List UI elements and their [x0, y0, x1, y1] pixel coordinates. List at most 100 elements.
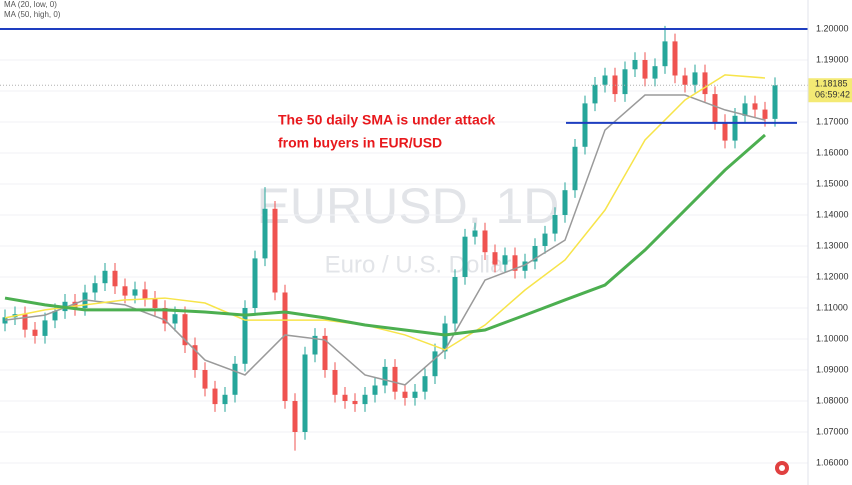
candle-body: [602, 75, 608, 85]
candle-body: [352, 400, 358, 405]
candle-body: [482, 230, 488, 253]
candle-body: [522, 261, 528, 271]
candle-body: [152, 298, 158, 308]
candle-body: [242, 307, 248, 364]
candle-body: [222, 394, 228, 405]
y-tick-label: 1.09000: [816, 364, 849, 374]
y-tick-label: 1.12000: [816, 271, 849, 281]
candle-body: [542, 233, 548, 246]
candle-body: [162, 307, 168, 324]
candle-body: [442, 323, 448, 352]
candle-body: [192, 345, 198, 370]
candle-body: [312, 335, 318, 355]
candle-body: [462, 236, 468, 277]
y-tick-label: 1.10000: [816, 333, 849, 343]
candle-body: [332, 369, 338, 395]
candle-body: [402, 391, 408, 398]
candle-body: [122, 286, 128, 296]
candle-body: [72, 301, 78, 308]
candle-body: [632, 59, 638, 70]
candle-body: [32, 329, 38, 336]
candle-body: [742, 103, 748, 116]
candle-body: [132, 289, 138, 296]
description-watermark: Euro / U.S. Dollar: [325, 251, 512, 278]
y-tick-label: 1.17000: [816, 116, 849, 126]
y-tick-label: 1.20000: [816, 23, 849, 33]
candle-body: [682, 75, 688, 85]
y-tick-label: 1.07000: [816, 426, 849, 436]
candle-body: [52, 311, 58, 321]
candle-body: [422, 376, 428, 392]
countdown: 06:59:42: [815, 90, 850, 100]
candle-body: [272, 208, 278, 293]
candle-body: [282, 292, 288, 401]
candle-body: [182, 314, 188, 346]
candle-body: [732, 115, 738, 141]
candle-body: [592, 84, 598, 104]
candle-body: [22, 314, 28, 330]
candle-body: [582, 103, 588, 147]
candle-body: [172, 314, 178, 324]
candle-body: [722, 121, 728, 141]
candle-body: [112, 270, 118, 287]
candle-body: [532, 245, 538, 262]
candle-body: [392, 366, 398, 392]
candle-body: [252, 258, 258, 308]
candle-body: [772, 85, 778, 119]
candle-body: [472, 230, 478, 237]
y-tick-label: 1.06000: [816, 457, 849, 467]
grid: [0, 28, 808, 464]
candle-body: [502, 255, 508, 265]
candle-body: [552, 214, 558, 234]
candle-body: [212, 388, 218, 405]
candle-body: [142, 289, 148, 299]
candle-body: [642, 59, 648, 79]
price-tag: [808, 78, 852, 103]
y-tick-label: 1.13000: [816, 240, 849, 250]
candle-body: [302, 354, 308, 432]
logo: [775, 461, 789, 475]
candle-body: [322, 335, 328, 370]
annotation: The 50 daily SMA is under attack: [278, 112, 496, 128]
symbol-watermark: EURUSD, 1D: [257, 178, 560, 234]
moving-average: [4, 94, 766, 386]
candle-body: [102, 270, 108, 284]
price-tag-label: 1.18185: [815, 79, 848, 89]
candle-body: [752, 103, 758, 110]
legend-entry: MA (50, high, 0): [4, 10, 61, 19]
candle-body: [662, 41, 668, 67]
y-tick-label: 1.19000: [816, 54, 849, 64]
moving-average: [4, 74, 766, 351]
candle-body: [692, 72, 698, 85]
candle-body: [342, 394, 348, 401]
candle-body: [232, 363, 238, 395]
candle-body: [492, 252, 498, 265]
candle-body: [712, 94, 718, 122]
candle-body: [762, 109, 768, 119]
legend-entry: MA (20, low, 0): [4, 0, 57, 9]
y-tick-label: 1.08000: [816, 395, 849, 405]
candle-body: [432, 351, 438, 377]
y-tick-label: 1.14000: [816, 209, 849, 219]
y-tick-label: 1.16000: [816, 147, 849, 157]
candle-body: [2, 317, 8, 324]
candle-body: [652, 66, 658, 79]
candle-body: [672, 41, 678, 76]
candle-body: [92, 283, 98, 293]
y-tick-label: 1.15000: [816, 178, 849, 188]
candle-body: [452, 276, 458, 324]
candle-body: [202, 369, 208, 389]
y-tick-label: 1.11000: [816, 302, 848, 312]
candle-body: [262, 208, 268, 259]
candle-body: [512, 255, 518, 271]
candle-body: [412, 391, 418, 398]
candle-body: [562, 190, 568, 215]
candle-body: [292, 400, 298, 432]
moving-average: [4, 133, 766, 337]
candle-body: [702, 72, 708, 95]
candle-body: [372, 385, 378, 395]
candle-body: [572, 146, 578, 191]
candle-body: [42, 320, 48, 336]
candle-body: [362, 394, 368, 405]
